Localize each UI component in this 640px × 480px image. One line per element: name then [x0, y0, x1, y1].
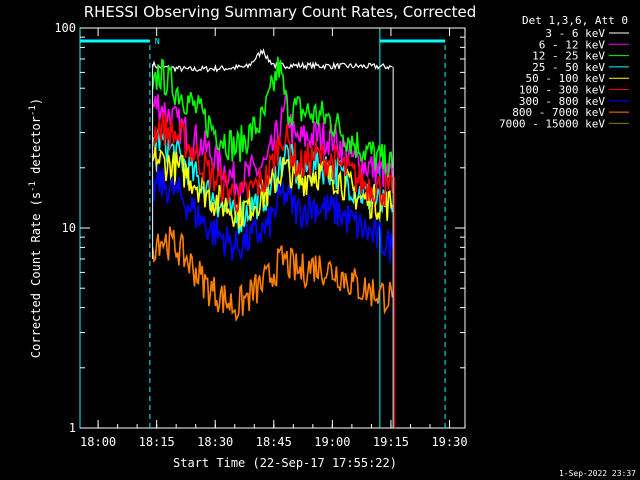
legend-label-0: 3 - 6 keV [545, 27, 605, 40]
x-tick-label-4: 19:00 [314, 435, 350, 449]
x-axis-ticks: 18:00 18:15 18:30 18:45 19:00 19:15 19:30 [80, 28, 468, 449]
x-axis-label: Start Time (22-Sep-17 17:55:22) [173, 456, 397, 470]
legend-label-6: 300 - 800 keV [519, 95, 605, 108]
legend-label-8: 7000 - 15000 keV [499, 117, 605, 130]
y-axis-ticks: 1 10 100 [54, 21, 465, 435]
x-tick-label-6: 19:30 [431, 435, 467, 449]
y-axis-label-exp2: -1 [28, 105, 38, 116]
plot-marks: N [79, 28, 446, 428]
plot-frame [79, 27, 466, 429]
series-line-5 [152, 112, 394, 213]
y-axis-label-mid: detector [29, 116, 43, 181]
legend-header: Det 1,3,6, Att 0 [522, 14, 628, 27]
x-tick-label-3: 18:45 [256, 435, 292, 449]
y-tick-label-1: 10 [62, 221, 76, 235]
chart-title: RHESSI Observing Summary Count Rates, Co… [84, 3, 477, 21]
legend-label-2: 12 - 25 keV [532, 50, 605, 63]
x-tick-label-1: 18:15 [139, 435, 175, 449]
night-marker-label: N [155, 37, 160, 46]
y-tick-label-2: 100 [54, 21, 76, 35]
y-tick-label-0: 1 [69, 421, 76, 435]
x-tick-label-5: 19:15 [373, 435, 409, 449]
series-line-4 [151, 147, 394, 229]
generation-timestamp: 1-Sep-2022 23:37 [559, 469, 636, 478]
legend-label-1: 6 - 12 keV [539, 38, 606, 51]
y-axis-label-exp1: -1 [28, 181, 38, 192]
x-tick-label-0: 18:00 [80, 435, 116, 449]
legend-label-3: 25 - 50 keV [532, 61, 605, 74]
series-line-7 [151, 226, 394, 322]
series-line-6 [151, 164, 394, 263]
y-axis-label-end: ) [29, 98, 43, 105]
series-line-0 [152, 48, 393, 73]
plot-axes [79, 27, 466, 429]
series-line-2 [151, 56, 394, 183]
y-axis-label-main: Corrected Count Rate (s [29, 192, 43, 358]
y-axis-label: Corrected Count Rate (s-1 detector-1) [28, 98, 43, 358]
legend-label-5: 100 - 300 keV [519, 84, 605, 97]
x-tick-label-2: 18:30 [197, 435, 233, 449]
legend-label-4: 50 - 100 keV [526, 72, 606, 85]
legend-label-7: 800 - 7000 keV [512, 106, 605, 119]
